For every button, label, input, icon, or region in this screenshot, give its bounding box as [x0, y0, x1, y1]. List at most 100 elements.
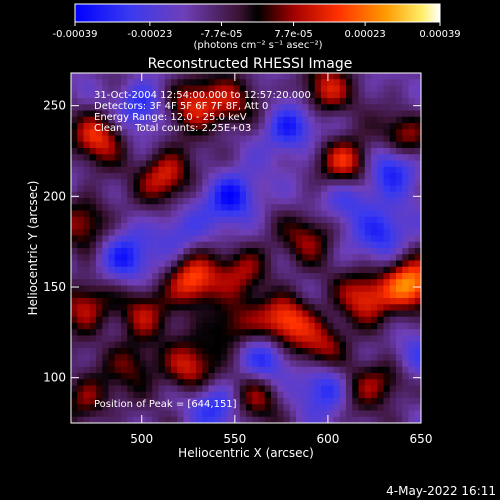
heatmap-cell [252, 335, 259, 343]
heatmap-cell [383, 248, 391, 255]
heatmap-cell [264, 85, 272, 93]
heatmap-cell [321, 260, 328, 268]
heatmap-cell [364, 198, 372, 205]
heatmap-cell [252, 129, 259, 136]
heatmap-cell [289, 160, 297, 168]
heatmap-cell [102, 316, 109, 324]
heatmap-cell [408, 391, 416, 399]
heatmap-cell [308, 398, 316, 405]
heatmap-cell [77, 304, 84, 311]
heatmap-cell [71, 198, 78, 205]
heatmap-cell [277, 79, 284, 86]
heatmap-cell [77, 210, 84, 218]
heatmap-cell [214, 354, 222, 361]
heatmap-cell [358, 354, 366, 361]
heatmap-cell [133, 198, 141, 205]
heatmap-cell [283, 241, 291, 249]
heatmap-cell [364, 116, 372, 124]
heatmap-cell [264, 416, 272, 423]
heatmap-cell [233, 304, 241, 311]
heatmap-cell [302, 410, 309, 418]
heatmap-cell [139, 266, 147, 274]
annotation-block: 31-Oct-2004 12:54:00.000 to 12:57:20.000… [94, 90, 311, 134]
heatmap-cell [233, 391, 241, 399]
heatmap-cell [364, 273, 372, 280]
heatmap-cell [358, 241, 366, 249]
heatmap-cell [133, 266, 141, 274]
heatmap-cell [364, 404, 372, 411]
heatmap-cell [83, 179, 91, 186]
heatmap-cell [314, 360, 322, 368]
heatmap-cell [77, 273, 84, 280]
heatmap-cell [164, 135, 172, 143]
heatmap-cell [333, 404, 341, 411]
heatmap-cell [208, 229, 216, 236]
heatmap-cell [121, 391, 128, 399]
heatmap-cell [108, 298, 116, 305]
heatmap-cell [114, 416, 122, 423]
x-axis-label: Heliocentric X (arcsec) [178, 446, 314, 460]
heatmap-cell [346, 98, 353, 105]
heatmap-cell [227, 373, 234, 380]
heatmap-cell [289, 379, 297, 386]
heatmap-cell [102, 154, 109, 161]
heatmap-cell [96, 279, 103, 286]
heatmap-cell [339, 316, 347, 324]
heatmap-cell [358, 348, 366, 355]
heatmap-cell [227, 223, 234, 230]
heatmap-cell [146, 341, 153, 349]
heatmap-cell [239, 335, 247, 343]
heatmap-cell [171, 329, 178, 336]
heatmap-cell [114, 366, 122, 374]
heatmap-cell [239, 235, 247, 243]
heatmap-cell [327, 191, 334, 199]
heatmap-cell [346, 110, 353, 118]
heatmap-cell [214, 410, 222, 418]
heatmap-cell [321, 335, 328, 343]
heatmap-cell [196, 148, 203, 155]
heatmap-cell [96, 98, 103, 105]
heatmap-cell [383, 198, 391, 205]
heatmap-cell [264, 73, 272, 80]
heatmap-cell [146, 148, 153, 155]
heatmap-cell [271, 316, 278, 324]
heatmap-cell [196, 154, 203, 161]
heatmap-cell [102, 260, 109, 268]
heatmap-cell [414, 110, 421, 118]
heatmap-cell [77, 385, 84, 393]
heatmap-cell [196, 91, 203, 99]
heatmap-cell [108, 291, 116, 299]
heatmap-cell [177, 354, 184, 361]
heatmap-cell [333, 160, 341, 168]
heatmap-cell [71, 366, 78, 374]
heatmap-cell [196, 141, 203, 149]
heatmap-cell [158, 98, 166, 105]
heatmap-cell [308, 285, 316, 293]
heatmap-cell [358, 341, 366, 349]
heatmap-cell [371, 379, 378, 386]
heatmap-cell [164, 266, 172, 274]
heatmap-cell [321, 229, 328, 236]
heatmap-cell [402, 85, 409, 93]
heatmap-cell [189, 154, 197, 161]
heatmap-cell [246, 360, 253, 368]
heatmap-cell [146, 235, 153, 243]
heatmap-cell [114, 85, 122, 93]
heatmap-cell [121, 329, 128, 336]
heatmap-cell [221, 216, 228, 224]
heatmap-cell [414, 329, 421, 336]
heatmap-cell [233, 379, 241, 386]
heatmap-cell [302, 185, 309, 193]
heatmap-cell [396, 241, 403, 249]
heatmap-cell [133, 398, 141, 405]
heatmap-cell [371, 410, 378, 418]
heatmap-cell [177, 223, 184, 230]
heatmap-cell [158, 229, 166, 236]
heatmap-cell [208, 260, 216, 268]
heatmap-cell [358, 416, 366, 423]
heatmap-cell [383, 98, 391, 105]
heatmap-cell [389, 323, 397, 330]
heatmap-cell [321, 354, 328, 361]
heatmap-cell [258, 116, 266, 124]
heatmap-cell [302, 260, 309, 268]
